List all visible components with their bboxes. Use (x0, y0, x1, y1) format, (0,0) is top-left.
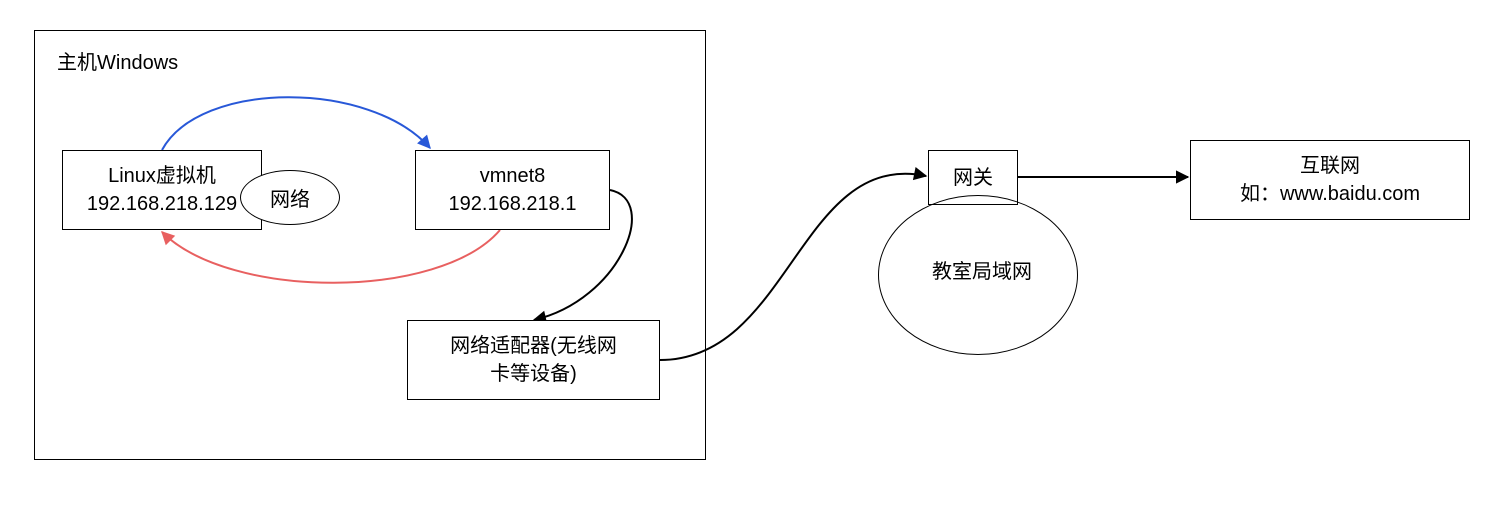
lan-label: 教室局域网 (922, 255, 1042, 284)
host-windows-label: 主机Windows (57, 49, 178, 77)
adapter-line2: 卡等设备) (490, 360, 577, 388)
internet-title: 互联网 (1300, 152, 1360, 180)
diagram-canvas: 主机Windows Linux虚拟机 192.168.218.129 网络 vm… (0, 0, 1494, 516)
gateway-label: 网关 (953, 164, 993, 192)
internet-example: 如：www.baidu.com (1240, 180, 1420, 208)
network-label: 网络 (270, 183, 310, 212)
vmnet8-ip: 192.168.218.1 (449, 190, 577, 218)
linux-vm-node: Linux虚拟机 192.168.218.129 (62, 150, 262, 230)
linux-vm-title: Linux虚拟机 (108, 162, 216, 190)
adapter-node: 网络适配器(无线网 卡等设备) (407, 320, 660, 400)
vmnet8-node: vmnet8 192.168.218.1 (415, 150, 610, 230)
linux-vm-ip: 192.168.218.129 (87, 190, 237, 218)
vmnet8-title: vmnet8 (480, 162, 546, 190)
internet-node: 互联网 如：www.baidu.com (1190, 140, 1470, 220)
adapter-line1: 网络适配器(无线网 (450, 332, 617, 360)
network-ellipse: 网络 (240, 170, 340, 225)
